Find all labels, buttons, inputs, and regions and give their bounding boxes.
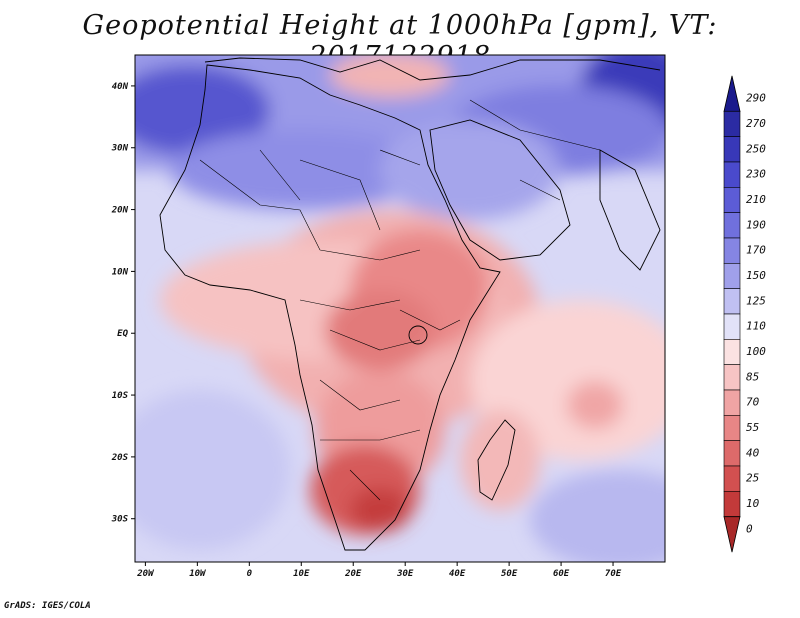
colorbar-label: 85 (746, 370, 759, 383)
colorbar-segment (723, 491, 741, 517)
lat-label: 20S (111, 453, 129, 463)
colorbar-segment (723, 111, 741, 137)
country-borders (199, 99, 601, 501)
credit-label: GrADS: IGES/COLA (4, 601, 91, 611)
arabia-coastline (429, 119, 571, 261)
colorbar-label: 10 (746, 497, 760, 510)
colorbar-label: 25 (746, 472, 759, 485)
colorbar-label: 190 (746, 218, 766, 231)
india-coastline (599, 149, 661, 271)
colorbar-segment (723, 440, 741, 467)
map-frame (134, 54, 666, 563)
lat-label: 30N (111, 144, 129, 154)
lon-label: 20W (136, 569, 155, 579)
lon-label: 60E (553, 569, 570, 579)
colorbar-segment (723, 339, 741, 365)
colorbar-label: 40 (746, 446, 760, 459)
colorbar-label: 125 (746, 294, 766, 307)
colorbar-segment (723, 516, 741, 553)
madagascar-coastline (477, 419, 516, 501)
colorbar-label: 110 (746, 320, 766, 333)
lon-label: 20E (344, 569, 362, 579)
colorbar-label: 100 (746, 345, 766, 358)
colorbar-label: 290 (746, 92, 766, 105)
colorbar-segment (723, 288, 741, 315)
colorbar-label: 70 (746, 396, 760, 409)
colorbar-segment (723, 237, 741, 264)
lon-label: 10E (293, 569, 310, 579)
lon-label: 50E (501, 569, 518, 579)
lon-label: 10W (189, 569, 207, 579)
lon-label: 0 (247, 569, 253, 579)
colorbar-segment (723, 415, 741, 441)
lake-victoria (408, 325, 428, 345)
colorbar-segment (723, 364, 741, 391)
height-field (135, 55, 665, 562)
lon-label: 70E (605, 569, 622, 579)
coastlines (159, 57, 661, 551)
colorbar-label: 170 (746, 244, 766, 257)
colorbar-segment (723, 212, 741, 239)
colorbar-segment (723, 187, 741, 213)
colorbar-segment (723, 465, 741, 492)
colorbar-segment (723, 313, 741, 340)
lon-label: 30E (396, 569, 414, 579)
lat-label: EQ (117, 329, 128, 339)
colorbar-label: 250 (746, 142, 766, 155)
colorbar-segment (723, 389, 741, 416)
colorbar-label: 230 (746, 168, 766, 181)
colorbar-label: 55 (746, 421, 759, 434)
colorbar-segment (723, 75, 741, 112)
lat-label: 10S (112, 391, 129, 401)
colorbar-label: 150 (746, 269, 766, 282)
colorbar-segment (723, 136, 741, 163)
lat-label: 20N (111, 206, 129, 216)
africa-coastline (159, 64, 501, 551)
colorbar: 2902702502302101901701501251101008570554… (723, 75, 766, 553)
colorbar-segment (723, 161, 741, 188)
lat-label: 40N (112, 82, 129, 92)
lat-label: 30S (111, 515, 129, 525)
map-panel (135, 55, 665, 562)
colorbar-segment (723, 263, 741, 289)
lat-label: 10N (112, 267, 129, 277)
colorbar-label: 0 (746, 522, 753, 535)
europe-coastline (204, 57, 661, 81)
map-axes: 20W 10W 0 10E 20E 30E 40E 50E 60E 70E 40N 30N 20N 10N… (111, 82, 622, 579)
lon-label: 40E (449, 569, 466, 579)
colorbar-label: 210 (746, 193, 766, 206)
colorbar-label: 270 (746, 117, 766, 130)
